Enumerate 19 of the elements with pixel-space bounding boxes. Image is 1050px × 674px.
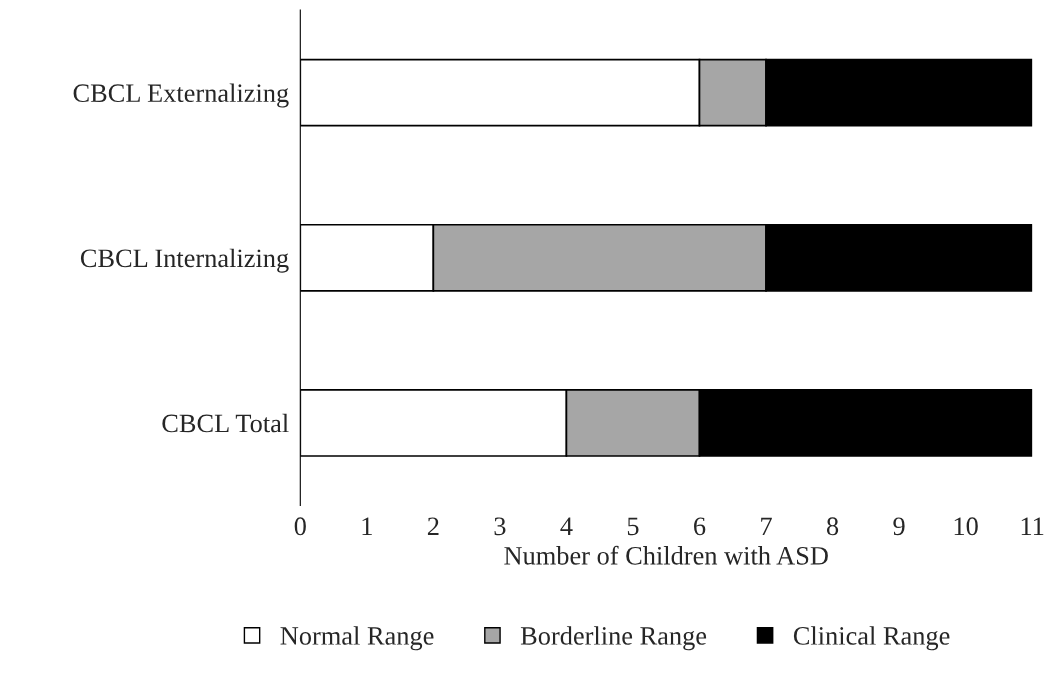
legend-label: Borderline Range — [520, 626, 707, 651]
x-tick-label: 6 — [694, 517, 706, 536]
x-tick-label: 0 — [294, 517, 306, 536]
x-tick-label: 3 — [494, 517, 506, 536]
x-tick-label: 7 — [761, 517, 772, 535]
legend-label: Clinical Range — [793, 626, 950, 651]
x-tick-label: 8 — [826, 517, 839, 536]
legend-label: Normal Range — [280, 626, 434, 651]
x-tick-label: 4 — [560, 517, 573, 535]
y-tick-label: CBCL Total — [162, 413, 289, 433]
x-tick-label: 11 — [1021, 517, 1044, 535]
x-tick-label: 1 — [362, 517, 372, 535]
x-tick-label: 9 — [893, 517, 905, 536]
x-tick-label: 2 — [427, 517, 439, 535]
x-axis-title: Number of Children with ASD — [504, 545, 828, 565]
x-tick-label: 5 — [627, 517, 639, 536]
x-tick-label: 10 — [954, 517, 978, 536]
y-tick-label: CBCL Externalizing — [73, 83, 289, 108]
y-tick-label: CBCL Internalizing — [80, 248, 289, 273]
